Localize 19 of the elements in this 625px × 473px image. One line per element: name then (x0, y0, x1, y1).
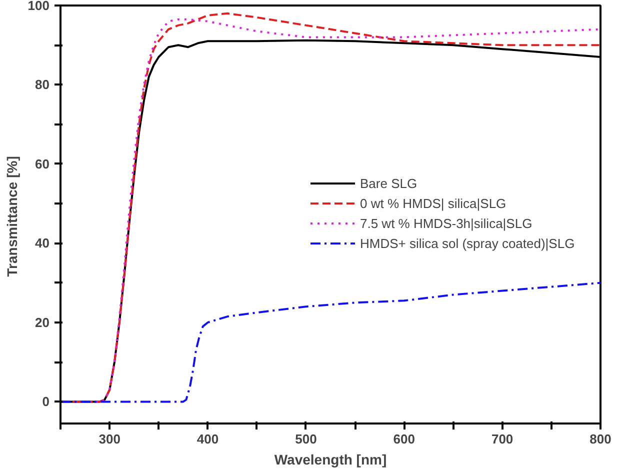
y-tick-label: 0 (42, 394, 50, 410)
y-tick-label: 40 (35, 236, 50, 251)
x-tick-label: 300 (98, 432, 120, 446)
y-axis-title: Transmittance [%] (4, 156, 20, 277)
x-tick-label: 500 (295, 432, 317, 446)
y-tick-label: 80 (35, 77, 50, 92)
y-tick-label: 20 (35, 314, 50, 330)
x-tick-label: 400 (196, 432, 219, 446)
legend-label: 0 wt % HMDS| silica|SLG (360, 196, 506, 210)
legend-label: HMDS+ silica sol (spray coated)|SLG (360, 236, 575, 250)
legend-label: 7.5 wt % HMDS-3h|silica|SLG (360, 216, 532, 230)
x-axis-title: Wavelength [nm] (274, 452, 387, 468)
y-tick-label: 100 (28, 0, 50, 13)
x-tick-label: 700 (491, 432, 514, 446)
y-tick-label: 60 (35, 156, 50, 172)
line-series (60, 282, 600, 403)
legend-label: Bare SLG (360, 176, 418, 190)
x-tick-label: 600 (393, 432, 415, 446)
x-tick-label: 800 (590, 432, 612, 446)
